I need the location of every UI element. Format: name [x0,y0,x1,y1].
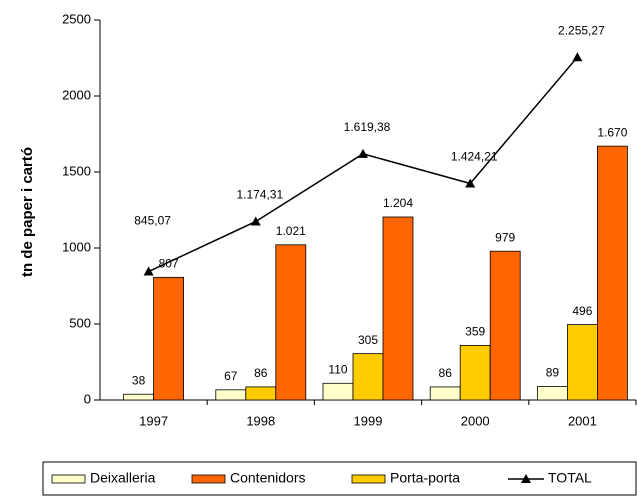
x-tick-label: 1999 [354,413,383,428]
value-label: 359 [465,325,485,339]
bar [382,216,414,401]
total-marker [465,178,476,188]
x-tick-label: 2001 [568,413,597,428]
bar [567,324,598,401]
y-tick-label: 0 [84,391,91,406]
bar [537,386,568,401]
value-label: 1.204 [383,196,413,210]
bar [322,382,354,401]
legend-label: Porta-porta [390,470,460,486]
bar [352,353,384,401]
legend-label: TOTAL [548,470,592,486]
legend-marker [521,474,531,483]
total-marker [250,216,261,226]
y-tick-label: 2500 [62,11,91,26]
legend-swatch [51,474,86,484]
total-marker [358,148,368,158]
bar [597,145,628,401]
value-label: 979 [495,230,515,244]
bar [429,386,461,401]
total-marker [143,266,154,276]
value-label: 1.021 [276,224,306,238]
legend-swatch [351,474,386,484]
value-label: 1.670 [597,125,627,139]
legend-label: Deixalleria [90,470,156,486]
x-tick-label: 1998 [246,413,275,428]
total-label: 1.424,21 [451,150,498,164]
bar [123,393,154,401]
x-tick-label: 2000 [461,413,490,428]
value-label: 496 [572,304,592,318]
total-label: 2.255,27 [558,23,605,37]
value-label: 305 [358,333,378,347]
bar [489,250,521,401]
bar [245,386,277,401]
legend-swatch [191,474,226,484]
value-label: 86 [439,366,453,380]
value-label: 86 [254,366,268,380]
total-label: 1.619,38 [344,120,391,134]
y-axis-label: tn de paper i cartó [19,147,36,277]
value-label: 38 [132,373,146,387]
bar [459,345,491,401]
total-marker [572,52,583,62]
bar [275,244,307,401]
bar [153,276,185,401]
bar [215,389,247,401]
total-label: 1.174,31 [236,188,283,202]
value-label: 67 [224,369,238,383]
legend-label: Contenidors [230,470,306,486]
total-label: 845,07 [134,214,171,228]
y-tick-label: 500 [69,315,91,330]
value-label: 89 [546,366,560,380]
y-tick-label: 1500 [62,163,91,178]
value-label: 110 [328,362,347,376]
y-tick-label: 1000 [62,239,91,254]
y-tick-label: 2000 [62,87,91,102]
x-tick-label: 1997 [139,413,168,428]
